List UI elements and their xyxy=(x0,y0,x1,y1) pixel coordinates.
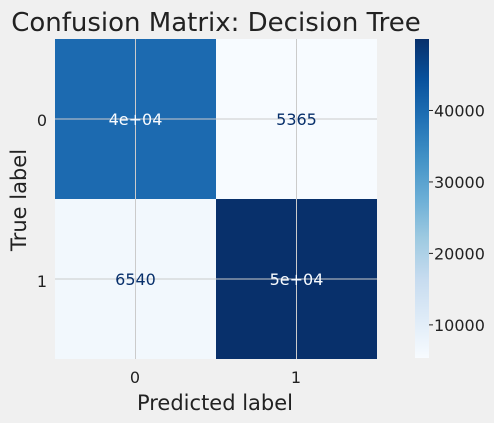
cell-label-1-0: 6540 xyxy=(115,270,156,289)
cell-label-0-0: 4e+04 xyxy=(109,110,163,129)
grid-lines xyxy=(55,39,377,359)
x-axis-label: Predicted label xyxy=(137,391,293,415)
colorbar-tick-label-1: 20000 xyxy=(434,244,485,263)
colorbar xyxy=(415,39,429,358)
colorbar-ticks: 10000 20000 30000 40000 xyxy=(429,101,485,335)
y-tick-1: 1 xyxy=(37,272,47,291)
y-axis-label: True label xyxy=(7,149,31,252)
cell-value-labels: 4e+04 5365 6540 5e+04 xyxy=(109,110,324,289)
chart-title: Confusion Matrix: Decision Tree xyxy=(11,8,421,38)
cell-label-0-1: 5365 xyxy=(276,110,317,129)
colorbar-tick-label-3: 40000 xyxy=(434,101,485,120)
x-tick-1: 1 xyxy=(291,368,301,387)
matrix-cells xyxy=(55,39,377,359)
colorbar-tick-label-0: 10000 xyxy=(434,316,485,335)
y-tick-0: 0 xyxy=(37,111,47,130)
cell-label-1-1: 5e+04 xyxy=(270,270,324,289)
x-tick-0: 0 xyxy=(130,368,140,387)
colorbar-tick-label-2: 30000 xyxy=(434,173,485,192)
